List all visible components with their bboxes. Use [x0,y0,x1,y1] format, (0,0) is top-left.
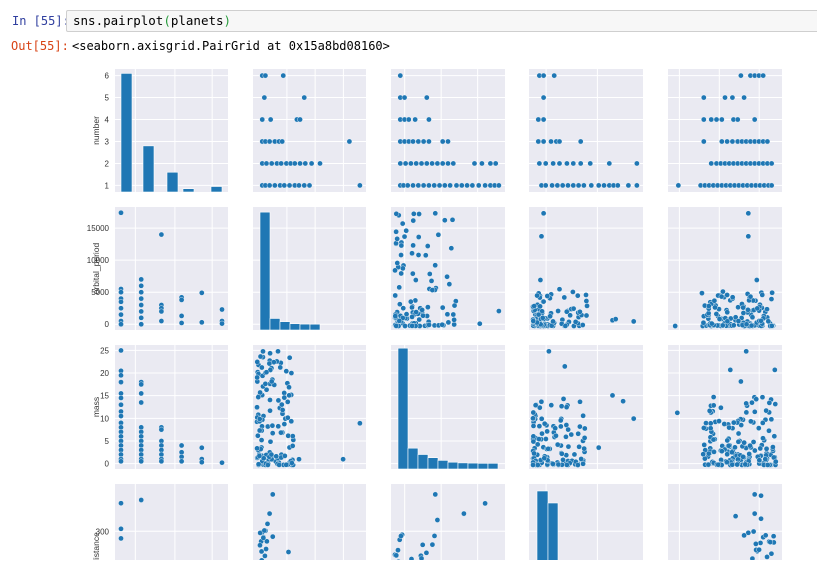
pairplot-panel-r2-c1 [253,345,366,469]
code-argument: planets [170,13,224,28]
y-tick-label: 5 [105,437,110,446]
pairplot-panel-r0-c0 [115,69,228,192]
input-prompt: In [55]: [12,14,70,28]
output-text: <seaborn.axisgrid.PairGrid at 0x15a8bd08… [72,39,390,53]
pairplot-panel-r3-c2 [391,484,505,564]
pairplot-panel-r2-c0 [115,345,228,469]
close-paren: ) [223,13,232,28]
y-tick-label: 5000 [91,288,109,297]
pairplot-panel-r1-c2 [391,207,505,330]
y-tick-label: 20 [100,369,109,378]
pairplot-panel-r1-c3 [529,207,643,330]
code-text[interactable]: sns.pairplot(planets) [73,13,231,29]
y-tick-label: 15 [100,392,109,401]
pairplot-panel-r3-c0 [115,484,228,564]
pairplot-panel-r0-c2 [391,69,505,192]
pairplot-panel-r0-c1 [253,69,366,192]
y-tick-label: 5 [105,94,110,103]
y-tick-label: 25 [100,346,109,355]
y-tick-label: 1 [105,181,110,190]
pairplot-panel-r0-c3 [529,69,643,192]
output-prompt: Out[55]: [11,39,69,53]
code-function: sns.pairplot [73,13,164,28]
open-paren: ( [163,13,171,28]
y-tick-label: 10000 [87,256,110,265]
row-axis-label: distance [91,532,101,560]
pairplot-panel-r3-c1 [253,484,366,564]
y-tick-label: 4 [105,116,110,125]
y-tick-label: 300 [96,527,110,536]
row-axis-label: orbital_period [91,242,101,294]
y-tick-label: 15000 [87,224,110,233]
pairplot-panel-r0-c4 [668,69,782,192]
y-tick-label: 6 [105,72,110,81]
y-tick-label: 3 [105,137,110,146]
code-cell-input[interactable]: sns.pairplot(planets) [66,10,817,32]
row-axis-label: number [91,116,101,145]
pairplot-panel-r3-c4 [668,484,782,564]
scatter-points [118,72,779,564]
y-tick-label: 2 [105,159,110,168]
y-tick-label: 0 [105,460,110,469]
pairplot-panel-r1-c1 [253,207,366,330]
diagonal-histograms [120,73,559,564]
y-tick-label: 0 [105,320,110,329]
pairplot-panel-r1-c0 [115,207,228,330]
row-axis-label: mass [91,397,101,417]
y-tick-label: 10 [100,414,109,423]
